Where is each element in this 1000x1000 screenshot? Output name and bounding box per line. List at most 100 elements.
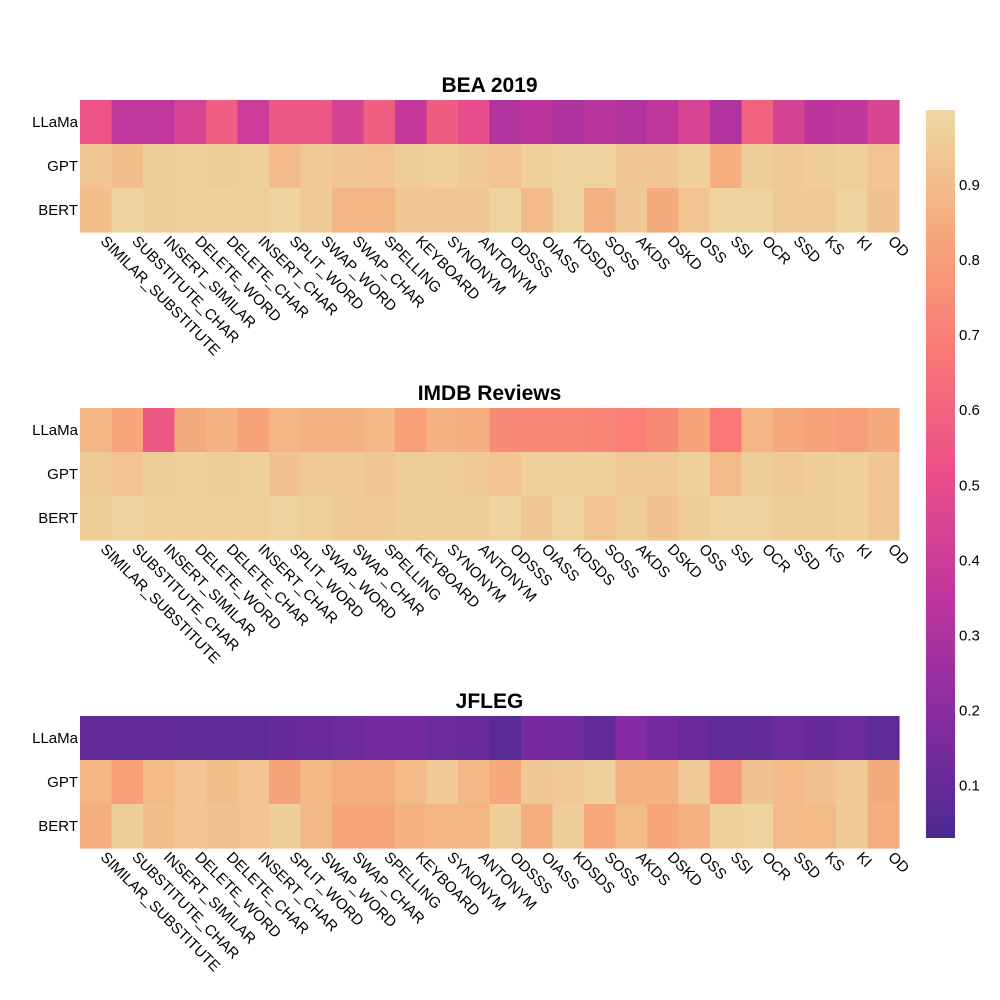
heatmap-cell <box>111 496 144 541</box>
heatmap-cell <box>710 716 743 761</box>
heatmap-cell <box>647 452 680 497</box>
heatmap-cell <box>206 804 239 849</box>
heatmap-cell <box>80 144 113 189</box>
heatmap-cell <box>836 408 869 453</box>
heatmap-cell <box>237 100 270 145</box>
heatmap-cell <box>867 496 900 541</box>
heatmap-cell <box>773 804 806 849</box>
colorbar-tick-label: 0.8 <box>959 252 980 269</box>
heatmap-cell <box>206 760 239 805</box>
heatmap-cell <box>458 716 491 761</box>
heatmap-cell <box>867 100 900 145</box>
row-label-bert: BERT <box>38 818 78 835</box>
colorbar <box>926 110 955 838</box>
heatmap-cell <box>111 760 144 805</box>
heatmap-cell <box>426 804 459 849</box>
heatmap-cell <box>206 408 239 453</box>
heatmap-cell <box>647 804 680 849</box>
heatmap-cell <box>111 188 144 233</box>
column-label: OCR <box>758 233 794 269</box>
heatmap-cell <box>237 452 270 497</box>
heatmap-cell <box>773 408 806 453</box>
heatmap-cell <box>458 760 491 805</box>
heatmap-cell <box>80 496 113 541</box>
heatmap-cell <box>111 452 144 497</box>
heatmap-cell <box>80 804 113 849</box>
row-label-gpt: GPT <box>47 774 78 791</box>
column-label: KS <box>821 849 847 875</box>
heatmap-cell <box>552 804 585 849</box>
heatmap-cell <box>741 188 774 233</box>
heatmap-cell <box>552 100 585 145</box>
heatmap-cell <box>489 100 522 145</box>
heatmap-cell <box>678 804 711 849</box>
heatmap-cell <box>615 188 648 233</box>
heatmap-cell <box>584 188 617 233</box>
heatmap-cell <box>395 496 428 541</box>
heatmap-cell <box>143 188 176 233</box>
heatmap-cell <box>678 408 711 453</box>
row-label-bert: BERT <box>38 510 78 527</box>
column-label: OD <box>884 849 912 877</box>
heatmap-cell <box>773 760 806 805</box>
column-label: KI <box>853 233 875 255</box>
column-label: SSD <box>790 849 824 883</box>
heatmap-cell <box>678 188 711 233</box>
heatmap-cell <box>773 144 806 189</box>
heatmap-cell <box>332 100 365 145</box>
heatmap-cell <box>426 760 459 805</box>
heatmap-cell <box>552 408 585 453</box>
heatmap-cell <box>395 188 428 233</box>
heatmap-cell <box>489 804 522 849</box>
heatmap-cell <box>206 452 239 497</box>
column-label: KI <box>853 849 875 871</box>
heatmap-cell <box>269 716 302 761</box>
heatmap-cell <box>804 452 837 497</box>
heatmap-cell <box>395 144 428 189</box>
heatmap-cell <box>237 496 270 541</box>
heatmap-cell <box>710 144 743 189</box>
heatmap-cell <box>647 716 680 761</box>
heatmap-cell <box>804 804 837 849</box>
heatmap-cell <box>741 716 774 761</box>
column-label: SSI <box>727 541 756 570</box>
heatmap-cell <box>615 804 648 849</box>
heatmap-cell <box>111 100 144 145</box>
column-label: SSD <box>790 233 824 267</box>
column-label: OD <box>884 233 912 261</box>
heatmap-cell <box>174 452 207 497</box>
heatmap-cell <box>804 100 837 145</box>
heatmap-cell <box>395 760 428 805</box>
heatmap-cell <box>615 716 648 761</box>
heatmap-cell <box>584 760 617 805</box>
heatmap-cell <box>111 716 144 761</box>
heatmap-cell <box>741 760 774 805</box>
heatmap-cell <box>332 452 365 497</box>
column-label: DSKD <box>664 233 706 275</box>
heatmap-cell <box>300 760 333 805</box>
heatmap-cell <box>269 804 302 849</box>
heatmap-cell <box>143 100 176 145</box>
heatmap-cell <box>867 144 900 189</box>
heatmap-cell <box>300 408 333 453</box>
heatmap-cell <box>363 144 396 189</box>
heatmap-cell <box>521 760 554 805</box>
heatmap-cell <box>521 188 554 233</box>
column-label: OCR <box>758 541 794 577</box>
heatmap-cell <box>300 804 333 849</box>
heatmap-cell <box>458 408 491 453</box>
heatmap-cell <box>269 408 302 453</box>
heatmap-cell <box>584 804 617 849</box>
heatmap-cell <box>678 716 711 761</box>
heatmap-cell <box>206 144 239 189</box>
heatmap-cell <box>206 188 239 233</box>
heatmap-cell <box>710 188 743 233</box>
heatmap-cell <box>773 100 806 145</box>
heatmap-cell <box>647 408 680 453</box>
heatmap-cell <box>615 144 648 189</box>
heatmap-cell <box>80 716 113 761</box>
heatmap-cell <box>584 144 617 189</box>
heatmap-cell <box>143 760 176 805</box>
heatmap-cell <box>395 100 428 145</box>
heatmap-cell <box>710 804 743 849</box>
